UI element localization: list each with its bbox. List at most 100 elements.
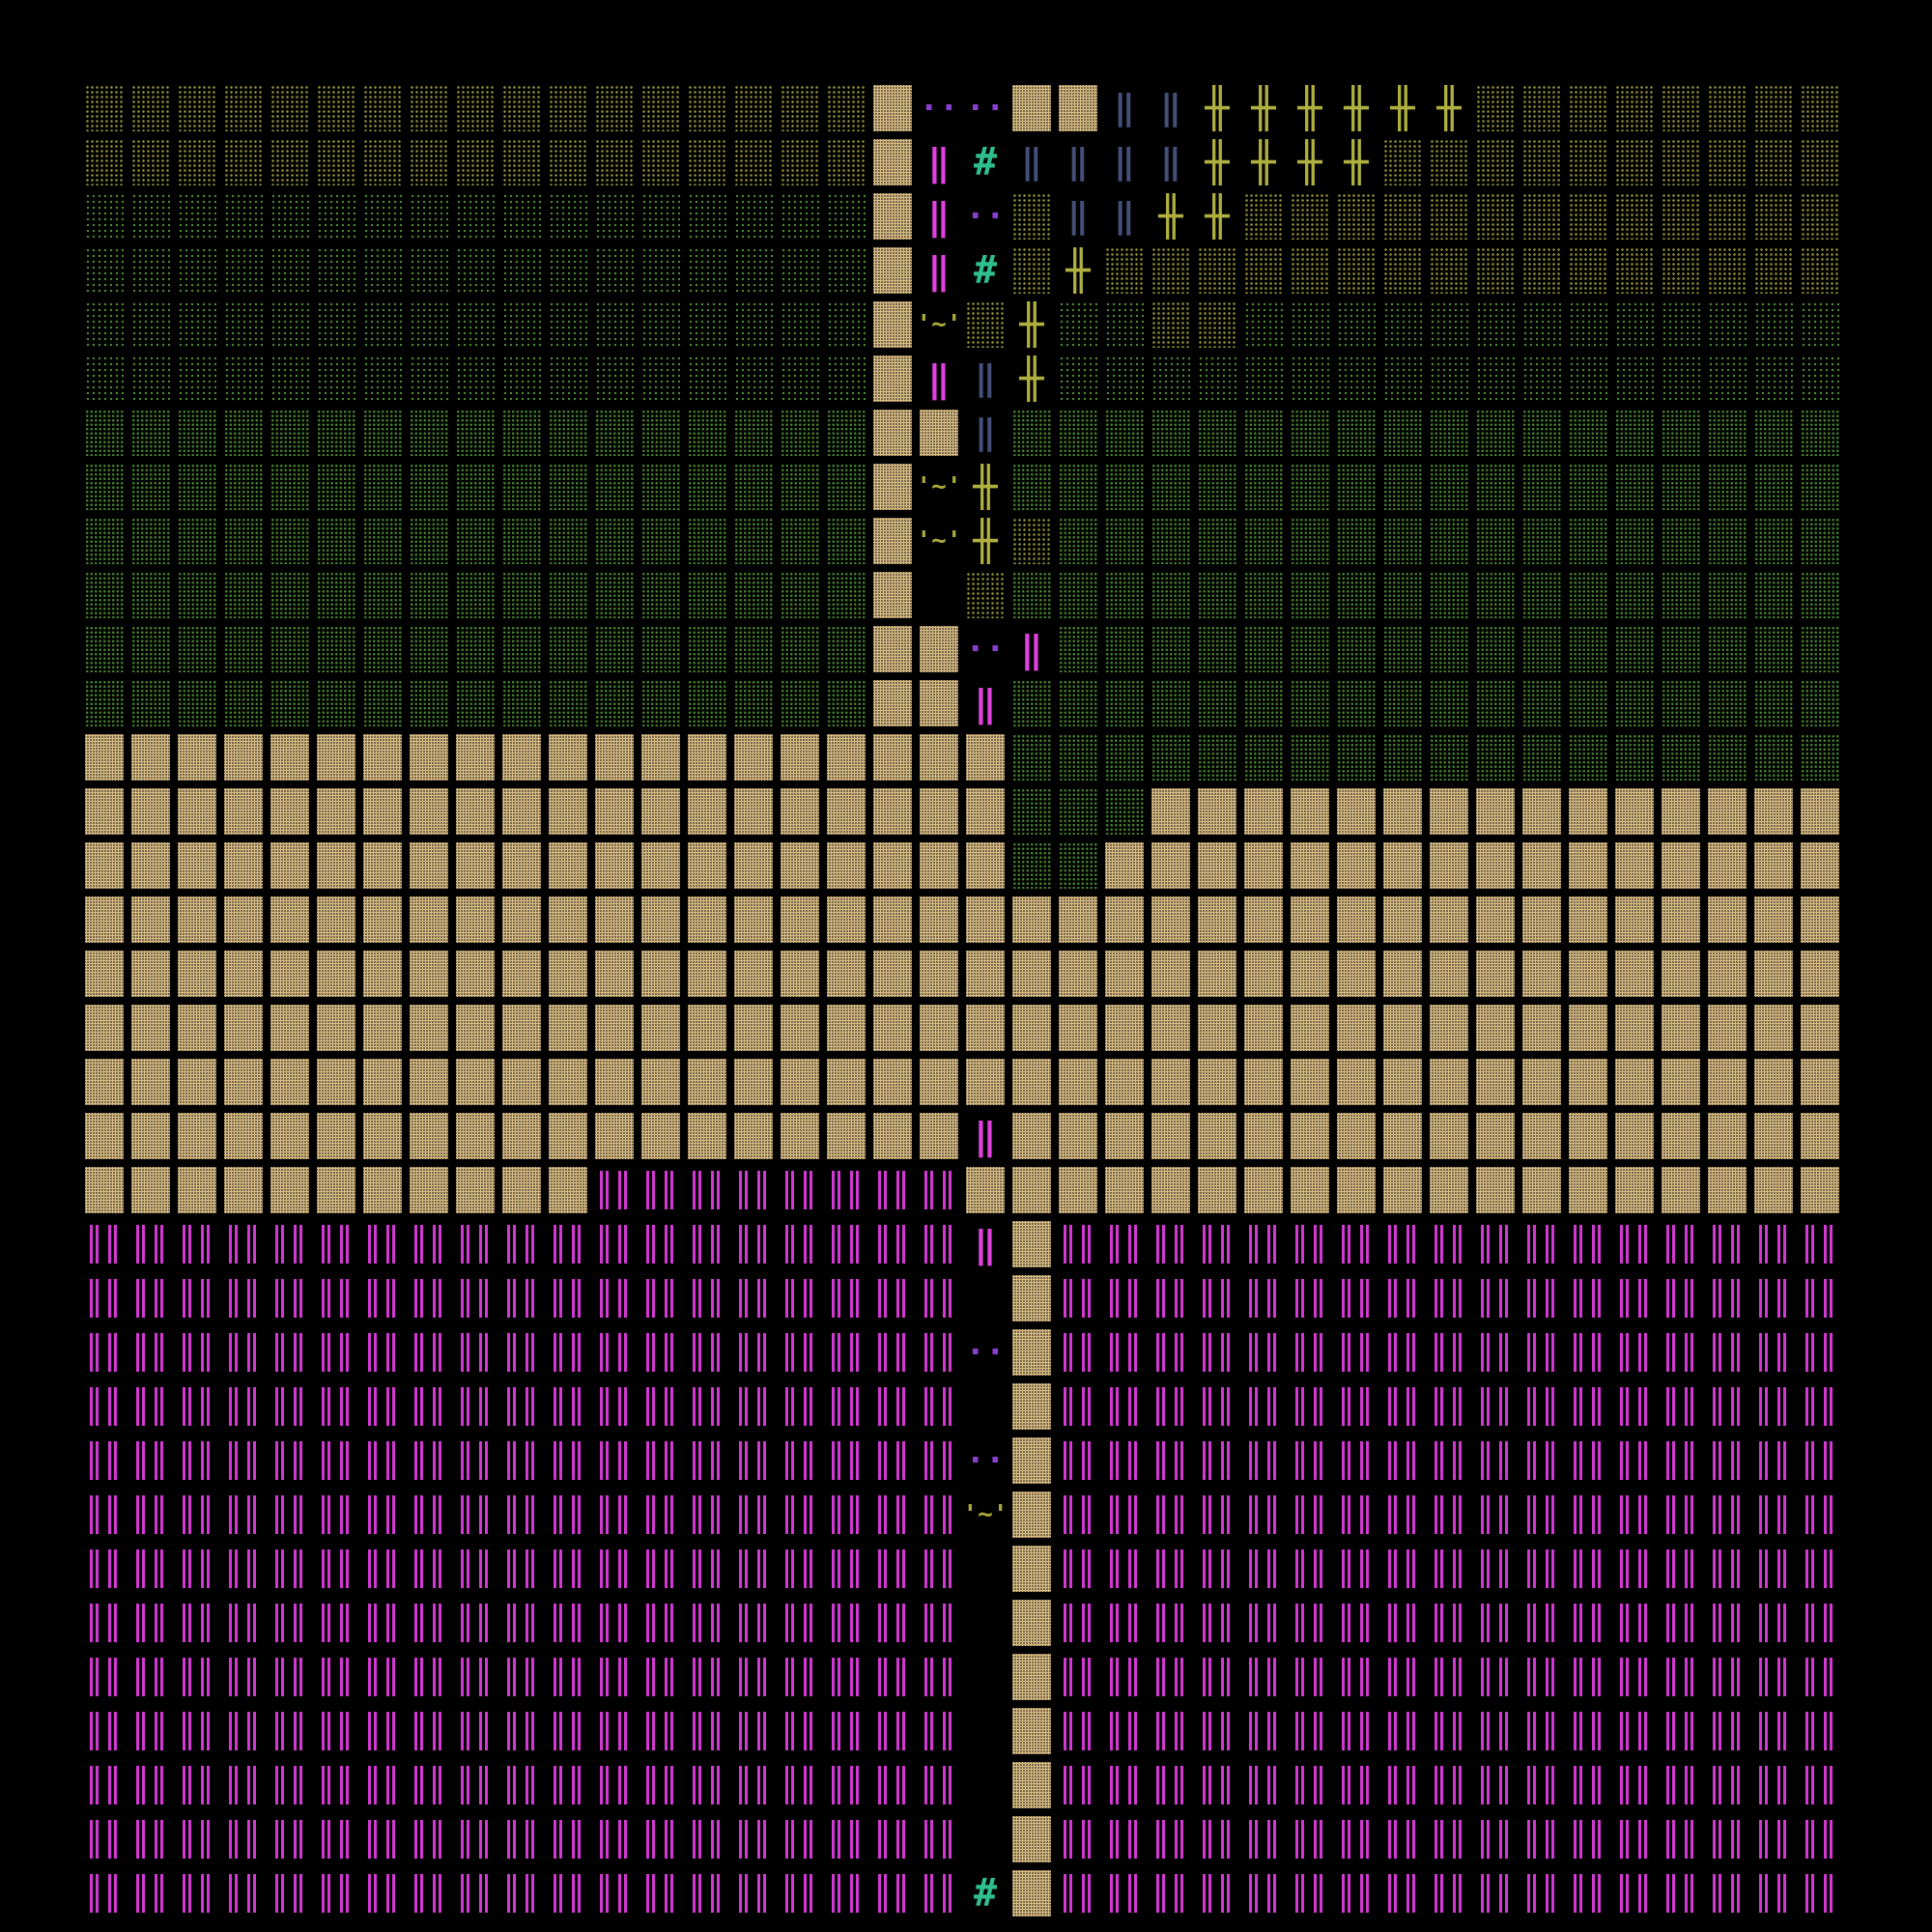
tile-crop-rows[interactable] xyxy=(317,1329,355,1376)
tile-dry-grass[interactable] xyxy=(781,85,819,131)
tile-grass-dense[interactable] xyxy=(456,572,495,618)
tile-crop-rows[interactable] xyxy=(224,1437,263,1484)
tile-grass-dense[interactable] xyxy=(595,626,634,672)
tile-crop-rows[interactable] xyxy=(270,1816,309,1862)
tile-grass-dense[interactable] xyxy=(1337,572,1376,618)
tile-grass-sparse[interactable] xyxy=(595,301,634,348)
tile-crop-rows[interactable] xyxy=(224,1383,263,1430)
tile-sand[interactable] xyxy=(1476,1167,1515,1213)
tile-sand[interactable] xyxy=(1383,896,1422,943)
tile-crop-rows[interactable] xyxy=(502,1329,541,1376)
tile-sapling[interactable]: ‖ xyxy=(1067,142,1089,182)
tile-grass-dense[interactable] xyxy=(1476,626,1515,672)
tile-sand[interactable] xyxy=(781,842,819,889)
tile-sand[interactable] xyxy=(1105,842,1144,889)
tile-crop-rows[interactable] xyxy=(1151,1275,1190,1321)
tile-crop-rows[interactable] xyxy=(1754,1437,1793,1484)
tile-grass-sparse[interactable] xyxy=(688,247,726,294)
tile-crop-rows[interactable] xyxy=(1801,1708,1839,1754)
tile-grass-dense[interactable] xyxy=(1383,518,1422,564)
tile-crop-stalk[interactable]: ‖ xyxy=(974,682,997,724)
tile-grass-dense[interactable] xyxy=(363,518,402,564)
tile-sand[interactable] xyxy=(1662,896,1700,943)
tile-sand[interactable] xyxy=(410,842,448,889)
tile-crop-rows[interactable] xyxy=(641,1762,680,1808)
tile-grass-dense[interactable] xyxy=(1801,734,1839,781)
tile-grass-dense[interactable] xyxy=(410,464,448,510)
tile-crop-rows[interactable] xyxy=(178,1816,216,1862)
tile-grass-sparse[interactable] xyxy=(270,301,309,348)
tile-sand[interactable] xyxy=(456,951,495,997)
tile-sand[interactable] xyxy=(270,842,309,889)
tile-crop-rows[interactable] xyxy=(1801,1329,1839,1376)
tile-dry-grass[interactable] xyxy=(270,85,309,131)
tile-grass-dense[interactable] xyxy=(1430,464,1468,510)
tile-grass-dense[interactable] xyxy=(1105,572,1144,618)
tile-grass-dense[interactable] xyxy=(1476,518,1515,564)
tile-crop-rows[interactable] xyxy=(1476,1492,1515,1538)
tile-dead-shrub[interactable]: ╫ xyxy=(973,464,998,510)
tile-grass-dense[interactable] xyxy=(1198,572,1236,618)
tile-sand[interactable] xyxy=(827,896,866,943)
tile-crop-rows[interactable] xyxy=(363,1600,402,1646)
tile-grass-sparse[interactable] xyxy=(270,247,309,294)
tile-crop-rows[interactable] xyxy=(781,1654,819,1700)
tile-crop-rows[interactable] xyxy=(1244,1221,1283,1267)
tile-grass-dense[interactable] xyxy=(1383,734,1422,781)
tile-crop-rows[interactable] xyxy=(920,1329,958,1376)
tile-crop-rows[interactable] xyxy=(178,1383,216,1430)
tile-crop-rows[interactable] xyxy=(456,1329,495,1376)
tile-grass-sparse[interactable] xyxy=(1059,301,1097,348)
tile-crop-rows[interactable] xyxy=(131,1492,170,1538)
tile-sand[interactable] xyxy=(1012,1167,1051,1213)
tile-grass-sparse[interactable] xyxy=(178,247,216,294)
tile-crop-rows[interactable] xyxy=(1615,1546,1654,1592)
tile-sand[interactable] xyxy=(317,896,355,943)
tile-sand[interactable] xyxy=(734,842,773,889)
tile-dry-grass[interactable] xyxy=(410,139,448,185)
tile-sapling[interactable]: ‖ xyxy=(1160,142,1181,182)
tile-sand[interactable] xyxy=(966,1005,1005,1051)
tile-grass-dense[interactable] xyxy=(1615,518,1654,564)
tile-crop-rows[interactable] xyxy=(1383,1708,1422,1754)
tile-sand[interactable] xyxy=(827,1113,866,1159)
tile-crop-rows[interactable] xyxy=(734,1654,773,1700)
tile-crop-rows[interactable] xyxy=(1291,1437,1329,1484)
tile-crop-rows[interactable] xyxy=(1430,1816,1468,1862)
tile-sand[interactable] xyxy=(456,842,495,889)
tile-crop-rows[interactable] xyxy=(920,1870,958,1917)
tile-crop-rows[interactable] xyxy=(1105,1492,1144,1538)
tile-grass-dense[interactable] xyxy=(1708,410,1747,456)
tile-dry-grass[interactable] xyxy=(224,85,263,131)
tile-crop-rows[interactable] xyxy=(1754,1383,1793,1430)
tile-crop-rows[interactable] xyxy=(827,1762,866,1808)
tile-crop-rows[interactable] xyxy=(1615,1492,1654,1538)
tile-crop-rows[interactable] xyxy=(827,1546,866,1592)
tile-sand[interactable] xyxy=(363,896,402,943)
tile-grass-sparse[interactable] xyxy=(178,301,216,348)
tile-crop-rows[interactable] xyxy=(363,1221,402,1267)
tile-crop-rows[interactable] xyxy=(549,1708,587,1754)
tile-grass-sparse[interactable] xyxy=(641,193,680,240)
tile-sand[interactable] xyxy=(1337,896,1376,943)
tile-sand[interactable] xyxy=(363,842,402,889)
tile-grass-dense[interactable] xyxy=(1754,518,1793,564)
tile-dry-grass[interactable] xyxy=(410,85,448,131)
tile-sand[interactable] xyxy=(502,1005,541,1051)
tile-crop-rows[interactable] xyxy=(781,1600,819,1646)
tile-sand[interactable] xyxy=(1383,788,1422,835)
tile-grass-dense[interactable] xyxy=(1708,626,1747,672)
tile-grass-dense[interactable] xyxy=(1244,410,1283,456)
tile-sand[interactable] xyxy=(1151,896,1190,943)
tile-sand[interactable] xyxy=(1198,788,1236,835)
tile-dry-grass[interactable] xyxy=(270,139,309,185)
tile-crop-rows[interactable] xyxy=(317,1275,355,1321)
tile-sand[interactable] xyxy=(131,842,170,889)
tile-crop-rows[interactable] xyxy=(1522,1816,1561,1862)
tile-sand[interactable] xyxy=(1662,1005,1700,1051)
tile-sand[interactable] xyxy=(1105,896,1144,943)
tile-grass-dense[interactable] xyxy=(1244,734,1283,781)
tile-grass-dense[interactable] xyxy=(1754,464,1793,510)
tile-grass-dense[interactable] xyxy=(1291,734,1329,781)
tile-crop-rows[interactable] xyxy=(1801,1437,1839,1484)
